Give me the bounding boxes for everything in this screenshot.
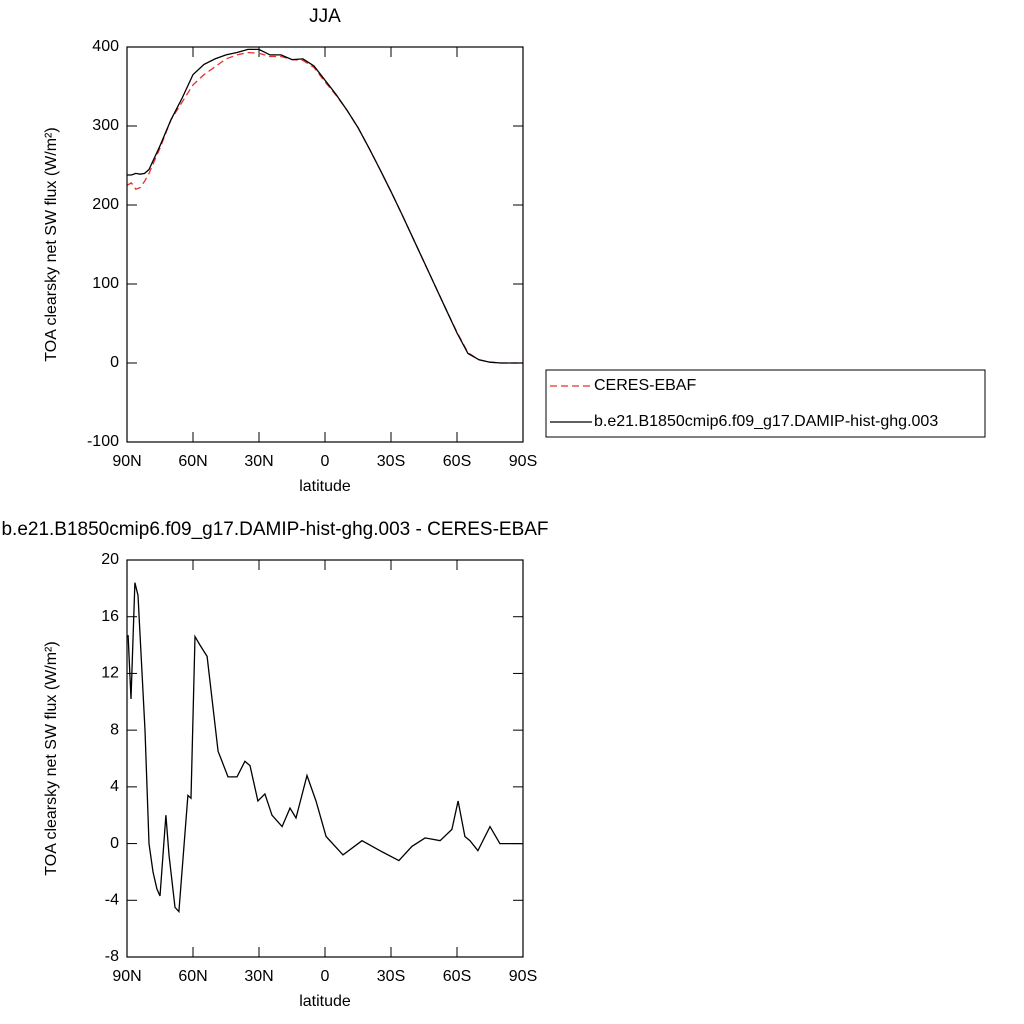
x-tick-label: 90S bbox=[509, 968, 537, 985]
legend-box bbox=[545, 369, 986, 438]
y-tick-label: 4 bbox=[110, 778, 119, 795]
chart-title: b.e21.B1850cmip6.f09_g17.DAMIP-hist-ghg.… bbox=[1, 519, 548, 540]
data-line bbox=[127, 582, 523, 914]
chart-title: JJA bbox=[309, 6, 341, 27]
plot-frame bbox=[126, 559, 524, 958]
y-axis-label: TOA clearsky net SW flux (W/m²) bbox=[43, 641, 60, 875]
data-line bbox=[127, 48, 523, 364]
x-tick-label: 30N bbox=[244, 453, 273, 470]
x-tick-label: 60N bbox=[178, 453, 207, 470]
y-tick-label: 8 bbox=[110, 721, 119, 738]
y-tick-label: 20 bbox=[101, 551, 119, 568]
x-tick-label: 0 bbox=[321, 453, 330, 470]
y-tick-label: 400 bbox=[92, 38, 119, 55]
x-tick-label: 0 bbox=[321, 968, 330, 985]
y-tick-label: 0 bbox=[110, 354, 119, 371]
x-tick-label: 30N bbox=[244, 968, 273, 985]
x-tick-label: 60S bbox=[443, 968, 471, 985]
y-tick-label: -8 bbox=[105, 948, 119, 965]
data-line bbox=[126, 51, 523, 364]
plot-frame bbox=[126, 46, 524, 443]
y-tick-label: 100 bbox=[92, 275, 119, 292]
legend-label: CERES-EBAF bbox=[594, 377, 696, 394]
y-axis-label: TOA clearsky net SW flux (W/m²) bbox=[43, 127, 60, 361]
x-tick-label: 90N bbox=[112, 453, 141, 470]
y-tick-label: 200 bbox=[92, 196, 119, 213]
x-tick-label: 30S bbox=[377, 453, 405, 470]
x-tick-label: 60N bbox=[178, 968, 207, 985]
x-axis-label: latitude bbox=[299, 993, 351, 1010]
y-tick-label: 0 bbox=[110, 835, 119, 852]
x-axis-label: latitude bbox=[299, 478, 351, 495]
x-tick-label: 60S bbox=[443, 453, 471, 470]
y-tick-label: 300 bbox=[92, 117, 119, 134]
x-tick-label: 90N bbox=[112, 968, 141, 985]
y-tick-label: -4 bbox=[105, 892, 119, 909]
x-tick-label: 90S bbox=[509, 453, 537, 470]
x-tick-label: 30S bbox=[377, 968, 405, 985]
y-tick-label: -100 bbox=[87, 433, 119, 450]
legend-label: b.e21.B1850cmip6.f09_g17.DAMIP-hist-ghg.… bbox=[594, 413, 938, 430]
y-tick-label: 12 bbox=[101, 665, 119, 682]
y-tick-label: 16 bbox=[101, 608, 119, 625]
